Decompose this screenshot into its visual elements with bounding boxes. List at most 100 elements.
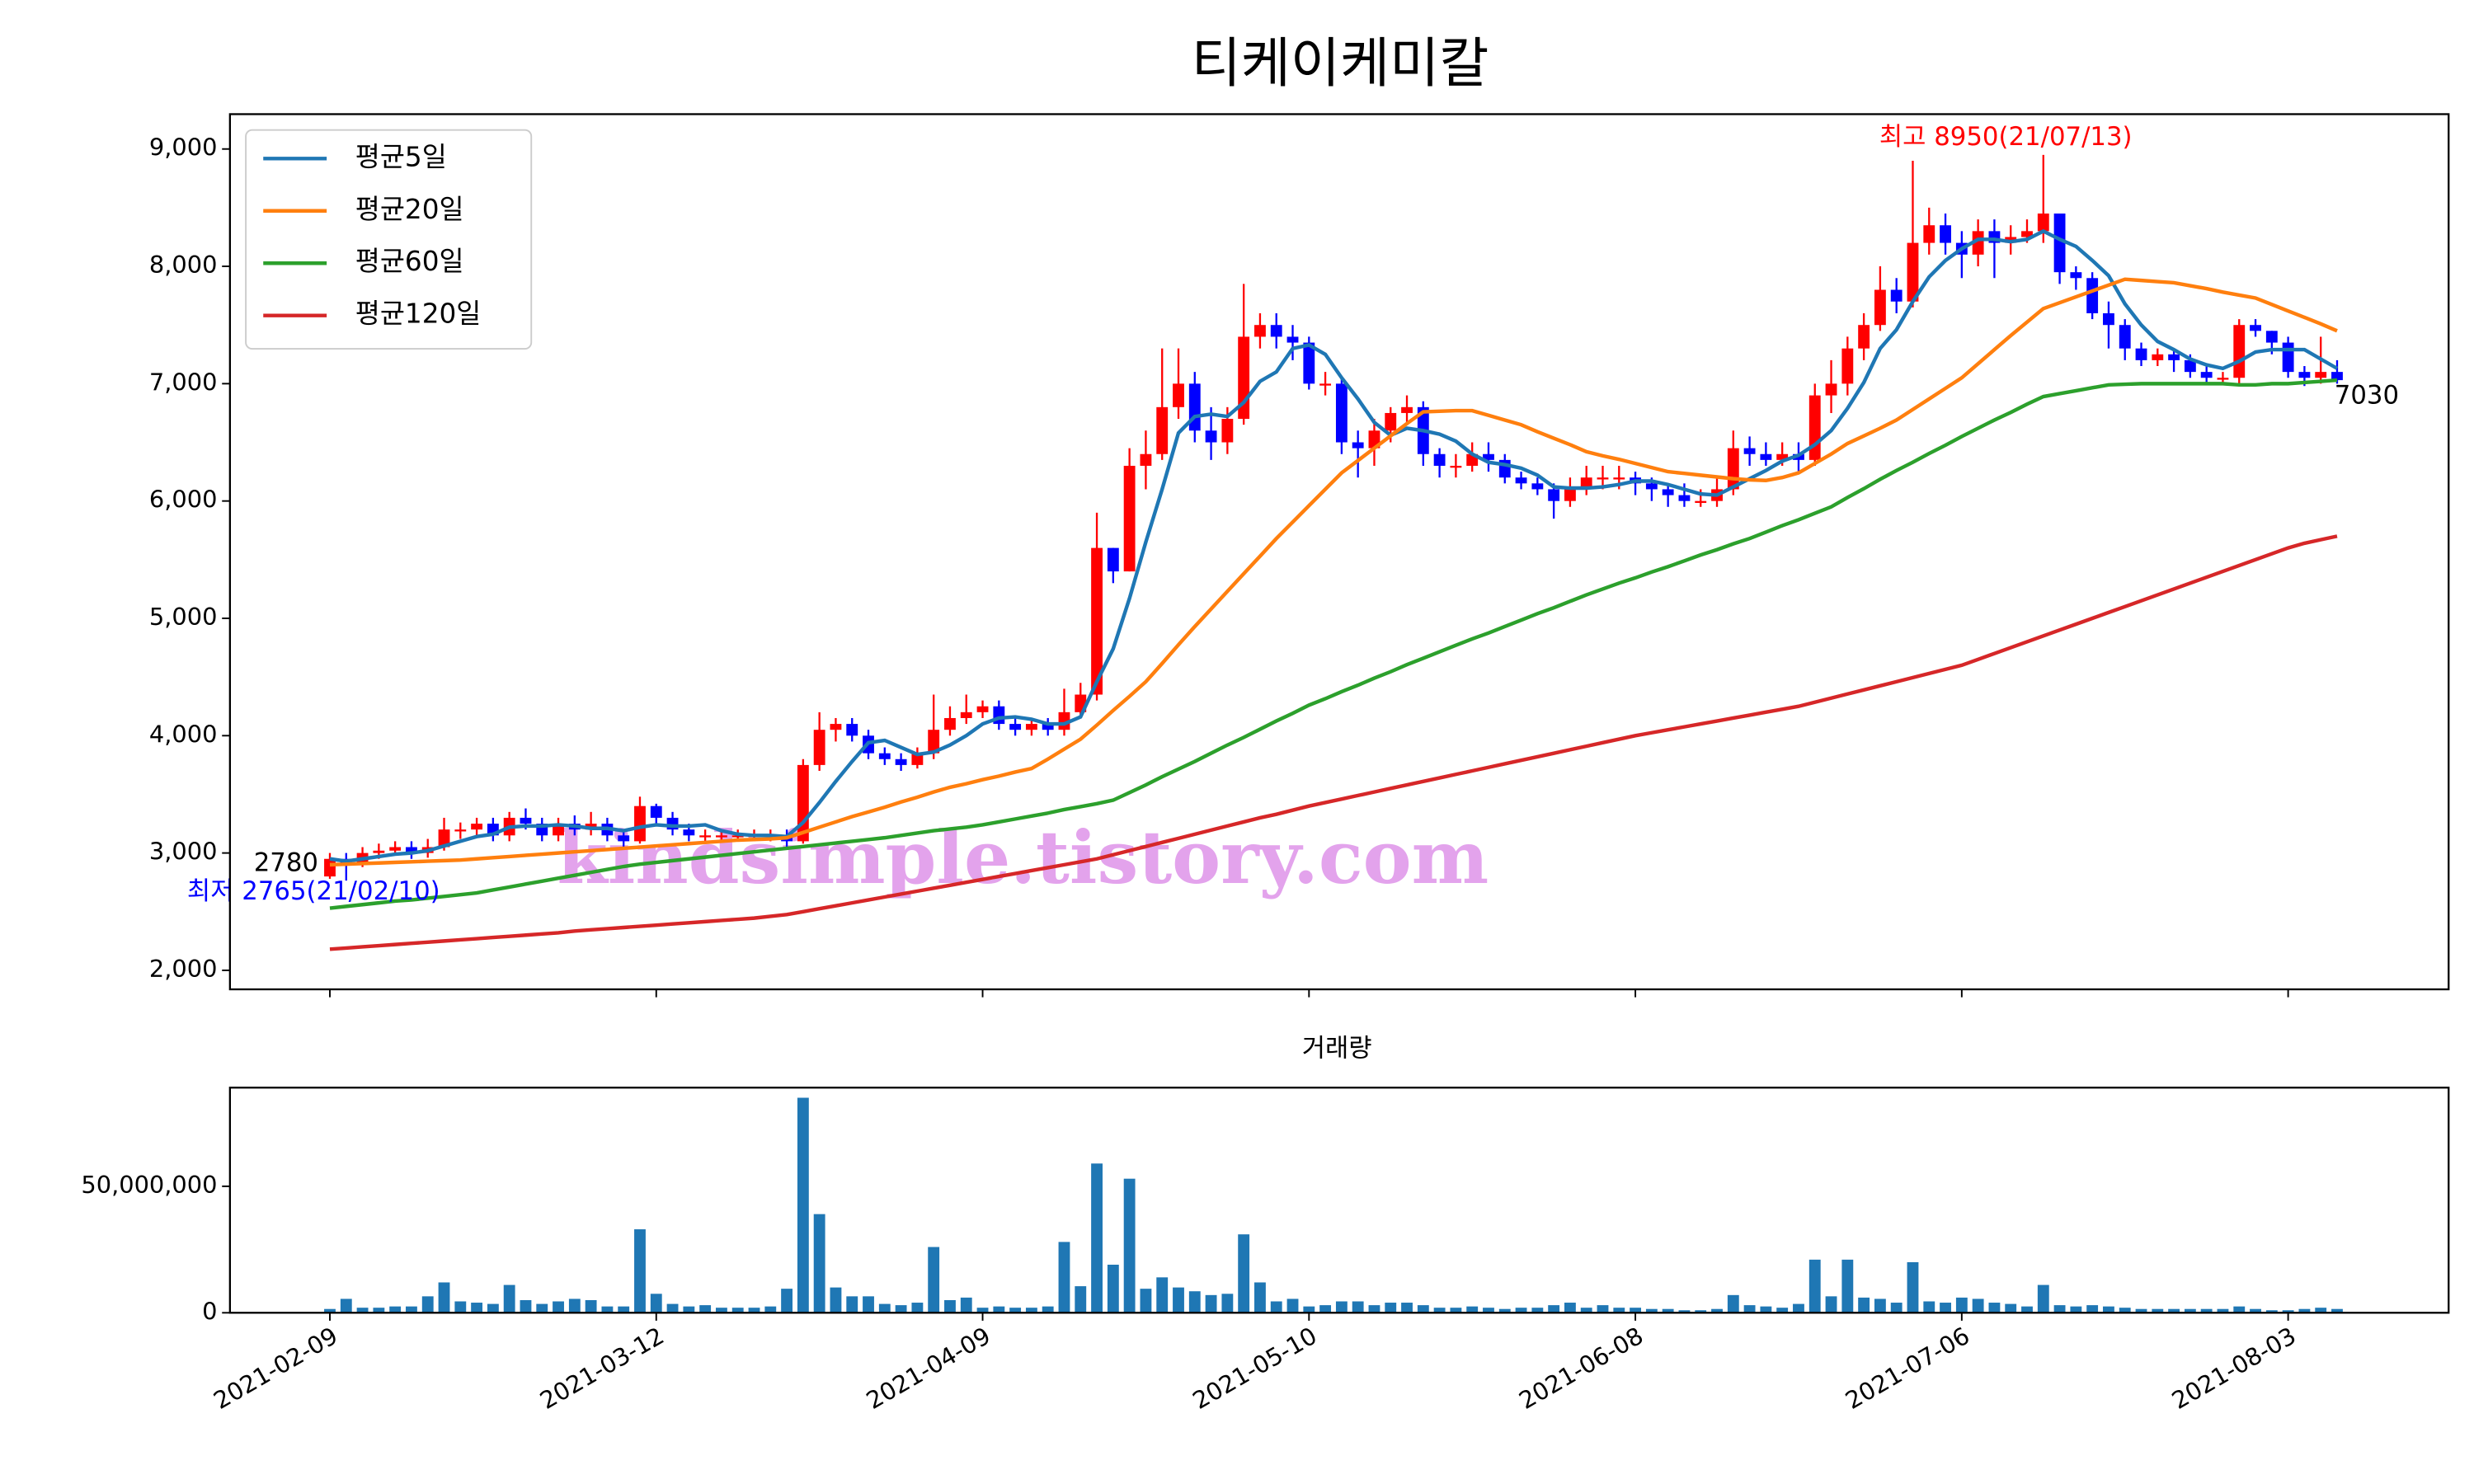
candle-body: [846, 724, 858, 736]
volume-bar: [2135, 1308, 2147, 1313]
volume-bar: [1286, 1298, 1299, 1313]
candle-body: [928, 730, 940, 754]
candle-body: [1743, 448, 1756, 454]
volume-bar: [1107, 1265, 1119, 1313]
candle-body: [1450, 465, 1462, 468]
volume-bar: [1352, 1301, 1364, 1313]
ma-line: [329, 534, 2338, 951]
candle-body: [1173, 383, 1184, 407]
candle-body: [2037, 214, 2049, 232]
candle-body: [1286, 336, 1299, 343]
plot-frame: [228, 113, 2450, 991]
volume-bar: [2005, 1303, 2017, 1313]
volume-bar: [406, 1306, 417, 1313]
annotation: 2780: [254, 848, 318, 878]
candle-body: [471, 824, 483, 830]
volume-bar: [324, 1308, 336, 1313]
candle-body: [2233, 325, 2246, 378]
candle-body: [2152, 354, 2164, 360]
volume-bar: [1907, 1261, 1919, 1313]
candle-body: [2053, 214, 2066, 273]
volume-bar: [2315, 1308, 2327, 1313]
volume-bar: [846, 1296, 858, 1313]
volume-bar: [666, 1303, 679, 1313]
volume-bar: [1450, 1308, 1462, 1313]
candle-body: [797, 764, 809, 842]
volume-bar: [1923, 1301, 1935, 1313]
volume-bar: [1238, 1234, 1250, 1313]
candle-body: [2282, 342, 2294, 373]
volume-bar: [976, 1308, 989, 1313]
annotation: 최고 8950(21/07/13): [1879, 122, 2133, 152]
volume-bar: [813, 1214, 825, 1313]
candle-body: [813, 730, 825, 765]
volume-bar: [2298, 1308, 2311, 1313]
volume-bar: [585, 1299, 597, 1313]
volume-bar: [960, 1297, 972, 1313]
candle-body: [2298, 372, 2311, 378]
volume-bar: [1483, 1308, 1494, 1313]
volume-bar: [1042, 1306, 1054, 1313]
y-tick-label: 8,000: [149, 251, 218, 279]
volume-bar: [1564, 1303, 1576, 1313]
volume-bar: [1776, 1308, 1789, 1313]
y-tick-label: 7,000: [149, 368, 218, 396]
volume-bar: [389, 1306, 402, 1313]
volume-bar: [797, 1097, 809, 1313]
candle-body: [731, 835, 744, 838]
volume-bar: [895, 1305, 907, 1313]
candle-body: [2070, 272, 2082, 279]
volume-bar: [536, 1303, 548, 1313]
volume-bar: [634, 1229, 646, 1313]
volume-bar: [487, 1303, 499, 1313]
volume-bar: [356, 1308, 369, 1313]
volume-bar: [1841, 1259, 1854, 1313]
candle-body: [1907, 242, 1919, 302]
candle-body: [960, 711, 972, 718]
volume-bar: [2250, 1308, 2261, 1313]
candle-body: [699, 835, 712, 838]
volume-bar: [1270, 1301, 1282, 1313]
candle-body: [1531, 483, 1544, 490]
candle-body: [2135, 348, 2147, 360]
candle-body: [438, 829, 450, 848]
candle-body: [878, 753, 891, 759]
candle-body: [1760, 453, 1772, 460]
candle-body: [324, 858, 336, 877]
volume-bar: [471, 1303, 483, 1313]
volume-bar: [2168, 1308, 2180, 1313]
volume-bar: [863, 1296, 874, 1313]
volume-bar: [1711, 1308, 1723, 1313]
volume-bar: [830, 1287, 842, 1313]
volume-bar: [2037, 1284, 2049, 1313]
candle-body: [2200, 372, 2213, 378]
volume-bar: [748, 1308, 760, 1313]
candle-body: [2250, 325, 2261, 331]
volume-bar: [1825, 1296, 1837, 1313]
volume-bar: [1874, 1298, 1886, 1313]
volume-bar: [1058, 1242, 1070, 1313]
candle-body: [1319, 383, 1332, 386]
volume-bar: [1972, 1298, 1984, 1313]
candle-body: [1221, 419, 1234, 443]
volume-bar: [1140, 1289, 1152, 1313]
candle-body: [1140, 453, 1152, 466]
volume-bar: [1335, 1301, 1348, 1313]
volume-bar: [1221, 1294, 1234, 1313]
candle-body: [1352, 442, 1364, 448]
volume-bar: [1075, 1286, 1087, 1313]
volume-bar: [2070, 1306, 2082, 1313]
legend-label: 평균120일: [355, 298, 482, 330]
candle-body: [1695, 500, 1707, 503]
candle-body: [2103, 312, 2114, 326]
volume-bar: [1858, 1297, 1870, 1313]
y-tick-label: 5,000: [149, 603, 218, 631]
candle-body: [1515, 477, 1527, 484]
y-tick-label: 6,000: [149, 486, 218, 514]
volume-bar: [1205, 1294, 1217, 1313]
volume-bar: [1678, 1310, 1691, 1313]
candle-body: [2315, 372, 2327, 378]
ma-line: [329, 378, 2338, 910]
candle-body: [1254, 325, 1266, 337]
candle-body: [944, 717, 956, 730]
